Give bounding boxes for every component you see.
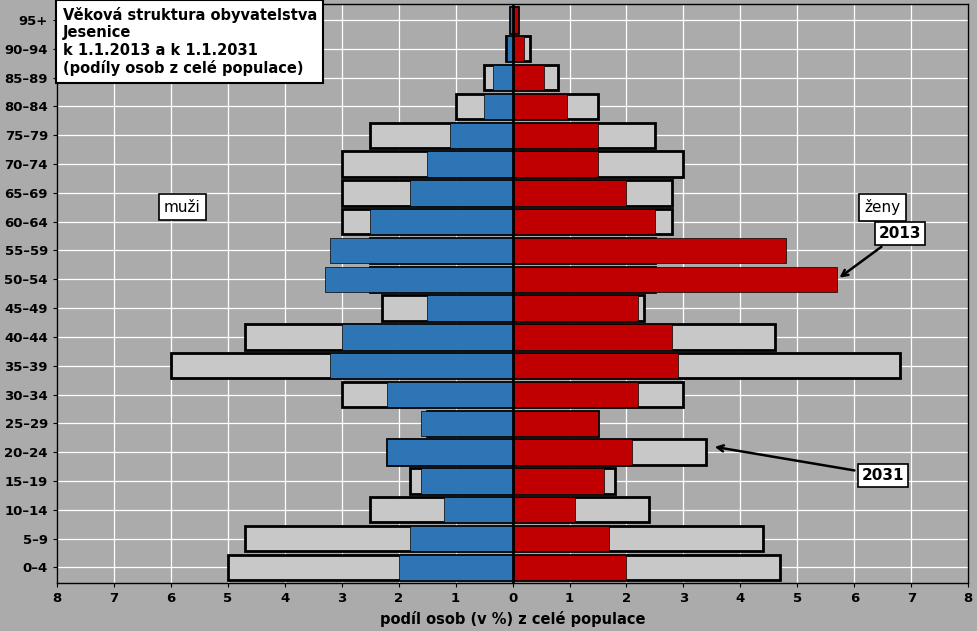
Bar: [387, 382, 513, 407]
Bar: [513, 151, 684, 177]
Bar: [492, 65, 513, 90]
Bar: [370, 122, 513, 148]
Bar: [513, 180, 626, 206]
Bar: [506, 36, 513, 61]
Bar: [513, 65, 544, 90]
Bar: [513, 555, 781, 580]
Bar: [510, 8, 513, 33]
Bar: [245, 526, 513, 551]
Bar: [484, 65, 513, 90]
Bar: [513, 209, 655, 234]
Bar: [513, 94, 598, 119]
Bar: [513, 526, 763, 551]
Bar: [450, 122, 513, 148]
Bar: [484, 94, 513, 119]
Bar: [427, 295, 513, 321]
Bar: [513, 324, 775, 350]
Text: 2013: 2013: [842, 226, 921, 276]
Text: ženy: ženy: [865, 199, 901, 215]
Bar: [513, 36, 530, 61]
Bar: [513, 295, 644, 321]
Bar: [342, 151, 513, 177]
Bar: [513, 8, 518, 33]
Bar: [513, 555, 626, 580]
Bar: [513, 238, 655, 263]
Bar: [445, 497, 513, 522]
Bar: [513, 468, 604, 493]
Bar: [513, 439, 632, 465]
Bar: [513, 439, 706, 465]
Text: 2031: 2031: [717, 445, 904, 483]
Bar: [370, 497, 513, 522]
Bar: [370, 267, 513, 292]
Bar: [387, 439, 513, 465]
Bar: [513, 324, 672, 350]
Bar: [330, 353, 513, 379]
Bar: [387, 439, 513, 465]
Bar: [510, 8, 513, 33]
Bar: [342, 324, 513, 350]
Bar: [513, 382, 638, 407]
X-axis label: podíl osob (v %) z celé populace: podíl osob (v %) z celé populace: [380, 611, 646, 627]
Bar: [507, 36, 513, 61]
Bar: [410, 468, 513, 493]
Bar: [513, 209, 672, 234]
Bar: [370, 209, 513, 234]
Bar: [427, 151, 513, 177]
Bar: [513, 295, 638, 321]
Bar: [513, 497, 575, 522]
Bar: [513, 267, 837, 292]
Bar: [513, 468, 616, 493]
Bar: [399, 555, 513, 580]
Bar: [455, 94, 513, 119]
Bar: [513, 65, 558, 90]
Bar: [427, 411, 513, 436]
Bar: [324, 267, 513, 292]
Text: Věková struktura obyvatelstva
Jesenice
k 1.1.2013 a k 1.1.2031
(podíly osob z ce: Věková struktura obyvatelstva Jesenice k…: [63, 7, 317, 76]
Bar: [513, 122, 598, 148]
Bar: [370, 238, 513, 263]
Bar: [330, 238, 513, 263]
Bar: [513, 267, 655, 292]
Bar: [228, 555, 513, 580]
Bar: [513, 382, 684, 407]
Bar: [513, 497, 650, 522]
Bar: [382, 295, 513, 321]
Bar: [513, 36, 524, 61]
Bar: [342, 382, 513, 407]
Bar: [421, 411, 513, 436]
Bar: [513, 151, 598, 177]
Bar: [513, 353, 900, 379]
Bar: [513, 122, 655, 148]
Bar: [513, 411, 598, 436]
Bar: [513, 411, 598, 436]
Bar: [513, 8, 518, 33]
Bar: [513, 353, 678, 379]
Bar: [245, 324, 513, 350]
Bar: [410, 526, 513, 551]
Bar: [513, 94, 567, 119]
Text: muži: muži: [164, 200, 200, 215]
Bar: [513, 180, 672, 206]
Bar: [410, 180, 513, 206]
Bar: [513, 526, 610, 551]
Bar: [171, 353, 513, 379]
Bar: [421, 468, 513, 493]
Bar: [342, 209, 513, 234]
Bar: [342, 180, 513, 206]
Bar: [513, 238, 786, 263]
